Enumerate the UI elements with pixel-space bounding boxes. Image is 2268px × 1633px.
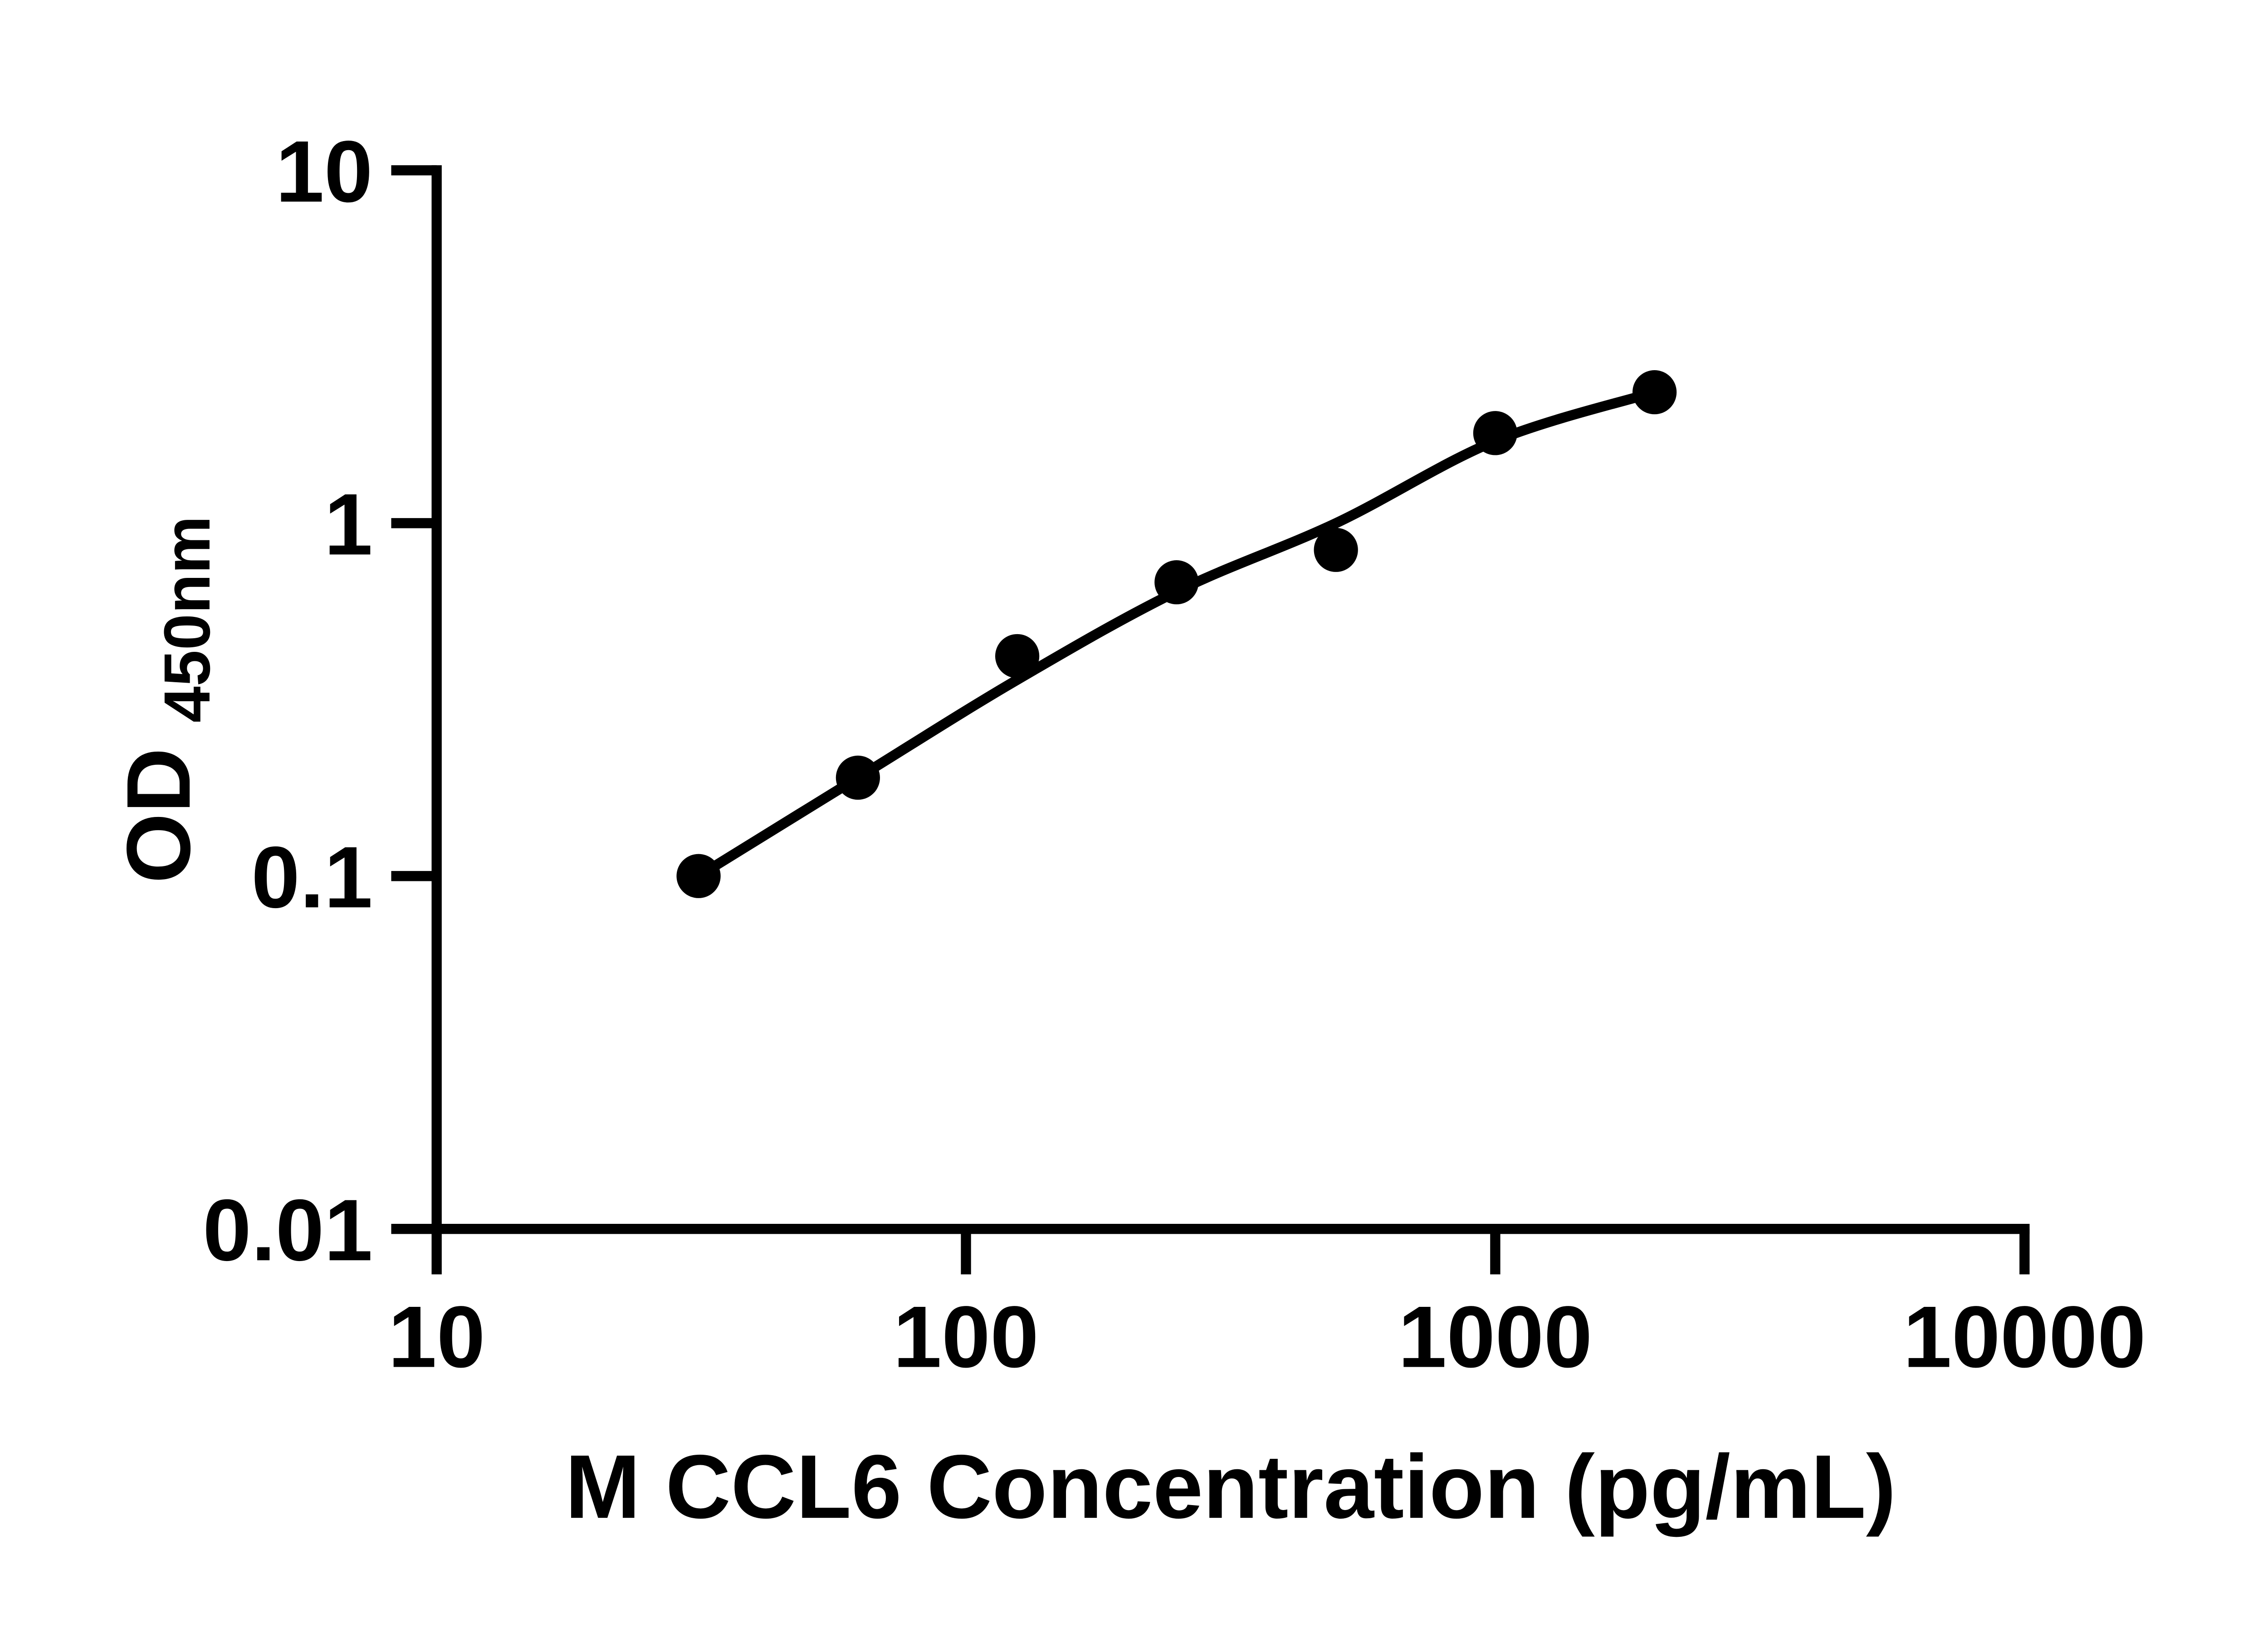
x-axis-title: M CCL6 Concentration (pg/mL)	[565, 1437, 1896, 1537]
fit-curve	[696, 387, 1656, 880]
y-tick-label: 0.01	[203, 1181, 373, 1279]
tick-layer	[391, 165, 2030, 1275]
y-axis-title-subscript: 450nm	[151, 516, 224, 723]
data-point	[1314, 528, 1358, 572]
data-point	[676, 854, 721, 898]
data-point	[836, 755, 880, 800]
x-tick-label: 10	[388, 1288, 485, 1386]
data-point	[1632, 370, 1677, 415]
axes-layer	[431, 165, 2030, 1234]
y-tick-label: 10	[276, 122, 373, 220]
x-tick-label: 10000	[1903, 1288, 2146, 1386]
data-point	[1154, 560, 1199, 605]
data-point	[1473, 411, 1518, 455]
y-axis-title: OD 450nm	[108, 516, 224, 883]
x-tick-label: 100	[893, 1288, 1039, 1386]
y-axis-title-main: OD	[108, 748, 209, 883]
data-layer	[676, 370, 1677, 898]
y-tick-label: 1	[324, 475, 373, 573]
x-tick-label: 1000	[1398, 1288, 1592, 1386]
data-point	[995, 634, 1040, 679]
y-tick-label: 0.1	[251, 828, 373, 926]
